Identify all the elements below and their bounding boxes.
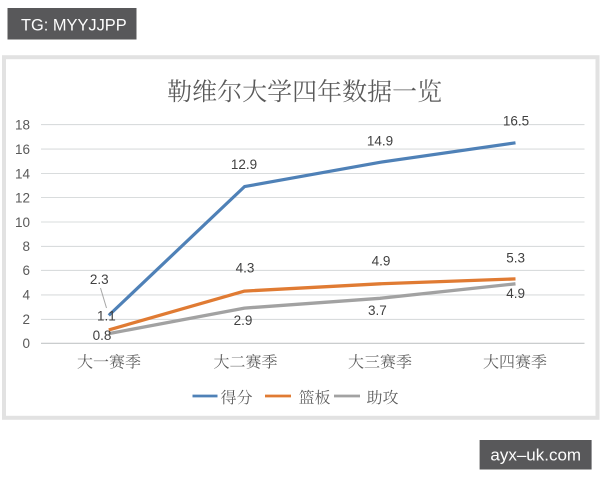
svg-text:14: 14 [15, 166, 31, 181]
svg-text:8: 8 [22, 239, 30, 254]
svg-text:ayx–uk.com: ayx–uk.com [490, 446, 581, 465]
svg-text:6: 6 [22, 263, 30, 278]
svg-text:18: 18 [15, 117, 30, 132]
svg-text:2: 2 [22, 312, 30, 327]
svg-text:1.1: 1.1 [97, 308, 116, 323]
svg-text:0.8: 0.8 [93, 328, 112, 343]
svg-text:14.9: 14.9 [367, 133, 393, 148]
svg-text:12: 12 [15, 190, 30, 205]
svg-text:TG: MYYJJPP: TG: MYYJJPP [21, 17, 127, 35]
svg-text:2.9: 2.9 [234, 313, 253, 328]
svg-text:4.9: 4.9 [372, 253, 391, 268]
svg-text:10: 10 [15, 215, 30, 230]
svg-text:4.9: 4.9 [506, 286, 525, 301]
svg-text:12.9: 12.9 [231, 157, 257, 172]
svg-text:4: 4 [22, 288, 30, 303]
svg-text:0: 0 [22, 336, 30, 351]
svg-text:16.5: 16.5 [503, 114, 529, 129]
svg-text:2.3: 2.3 [90, 272, 109, 287]
svg-text:16: 16 [15, 142, 30, 157]
svg-text:3.7: 3.7 [368, 303, 387, 318]
svg-text:4.3: 4.3 [236, 260, 255, 275]
svg-text:5.3: 5.3 [506, 251, 525, 266]
